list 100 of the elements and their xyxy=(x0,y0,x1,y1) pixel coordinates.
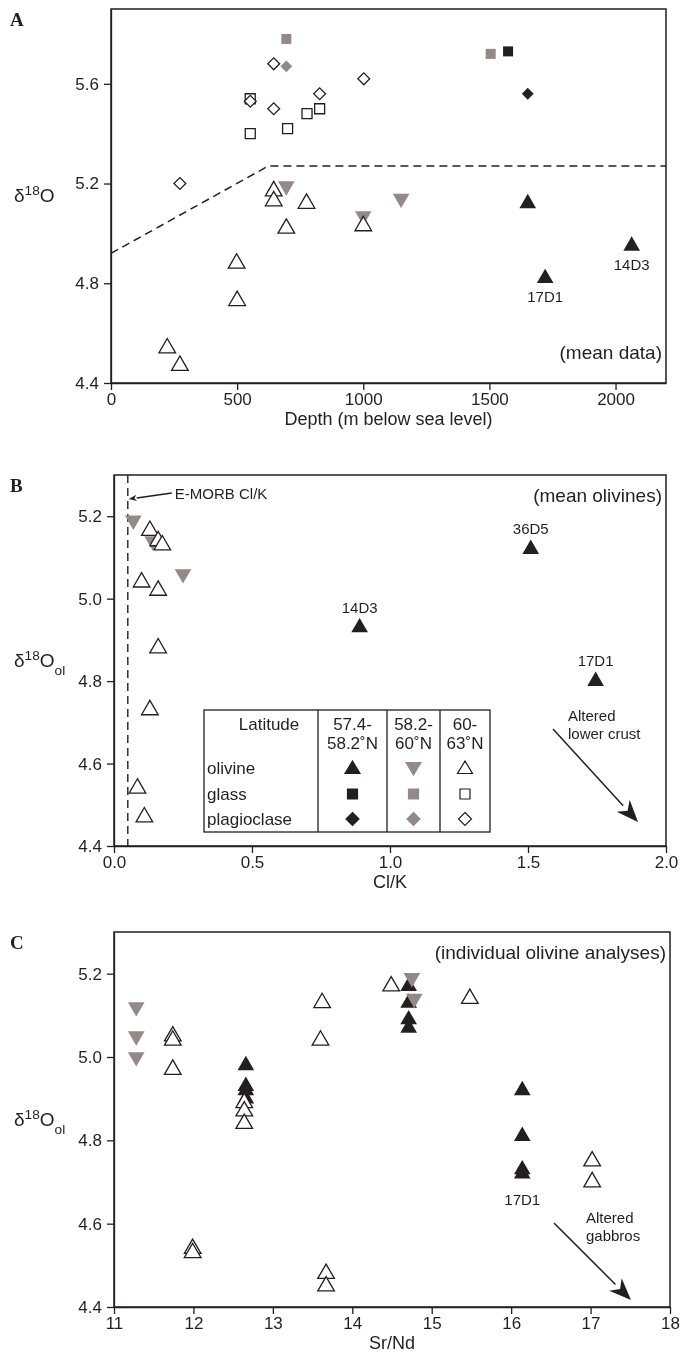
x-tick-label: 12 xyxy=(184,1314,204,1334)
x-tick-label: 17 xyxy=(581,1314,601,1334)
x-tick-label: 1500 xyxy=(471,390,509,410)
point xyxy=(237,1055,255,1071)
point xyxy=(170,355,189,371)
y-tick-label: 4.4 xyxy=(75,373,99,393)
annotation: Altered lower crust xyxy=(568,707,642,742)
y-tick-label: 5.2 xyxy=(78,507,102,527)
point xyxy=(313,992,332,1009)
x-axis-title: Cl/K xyxy=(372,872,408,892)
annotation: glass xyxy=(207,785,247,804)
point xyxy=(153,534,172,551)
point xyxy=(158,337,177,354)
point xyxy=(382,975,401,992)
y-tick-label: 5.2 xyxy=(75,174,99,194)
y-tick-label: 4.6 xyxy=(78,754,102,774)
annotation: 60-63˚N xyxy=(446,715,484,753)
point xyxy=(149,580,168,596)
point xyxy=(235,1100,254,1117)
x-tick-label: 500 xyxy=(223,390,252,410)
chart-title: B xyxy=(10,475,23,496)
point xyxy=(317,1275,336,1292)
y-tick-label: 4.6 xyxy=(78,1214,102,1234)
annotation: 36D5 xyxy=(512,520,549,538)
chart-title: A xyxy=(10,9,24,30)
x-axis-title: Sr/Nd xyxy=(368,1333,416,1353)
x-tick-label: 0 xyxy=(106,390,117,410)
y-tick-label: 4.4 xyxy=(78,1297,102,1317)
point xyxy=(277,218,296,234)
x-tick-label: 0.0 xyxy=(102,853,127,873)
x-tick-label: 2000 xyxy=(597,390,635,410)
point xyxy=(301,108,313,120)
point xyxy=(297,193,316,209)
point xyxy=(503,46,514,57)
x-tick-label: 13 xyxy=(263,1314,283,1334)
point xyxy=(623,236,641,251)
point xyxy=(128,778,147,794)
y-tick-label: 5.2 xyxy=(78,964,102,984)
y-tick-label: 5.0 xyxy=(78,1047,102,1067)
y-axis-title: δ$^{18}$O$_{ol}$ xyxy=(14,1106,66,1136)
point xyxy=(583,1150,602,1167)
x-tick-label: 0.5 xyxy=(240,853,265,873)
y-axis-title: δ$^{18}$O xyxy=(14,182,55,206)
point xyxy=(244,128,256,140)
point xyxy=(513,1126,531,1141)
annotation: plagioclase xyxy=(207,810,293,829)
annotation: Latitude xyxy=(238,715,300,734)
point xyxy=(281,33,292,44)
point xyxy=(132,571,151,588)
point xyxy=(519,193,537,209)
point xyxy=(264,190,283,207)
x-tick-label: 2.0 xyxy=(654,853,679,873)
point xyxy=(280,60,293,73)
x-tick-label: 11 xyxy=(105,1314,124,1334)
x-tick-label: 1.5 xyxy=(516,853,541,873)
point xyxy=(140,520,159,537)
point xyxy=(354,215,373,232)
point xyxy=(183,1242,202,1259)
annotation: (mean olivines) xyxy=(533,485,662,506)
y-tick-label: 4.8 xyxy=(75,274,99,294)
ref-line-label: E-MORB Cl/K xyxy=(174,485,268,502)
point xyxy=(149,637,168,654)
y-tick-label: 5.0 xyxy=(78,589,102,609)
point xyxy=(173,176,187,191)
point xyxy=(267,57,281,71)
point xyxy=(521,87,534,100)
point xyxy=(351,617,368,633)
point xyxy=(267,102,281,116)
annotation: Altered gabbros xyxy=(586,1209,641,1244)
y-tick-label: 4.8 xyxy=(78,1131,102,1151)
point xyxy=(140,699,159,716)
point xyxy=(485,48,496,59)
annotation: olivine xyxy=(207,759,256,778)
x-tick-label: 1.0 xyxy=(378,853,403,873)
x-tick-label: 18 xyxy=(661,1314,680,1334)
point xyxy=(313,103,326,115)
annotation: (mean data) xyxy=(559,342,662,363)
point xyxy=(513,1080,531,1096)
annotation: 17D1 xyxy=(504,1190,541,1208)
point xyxy=(163,1059,182,1075)
point xyxy=(313,87,327,101)
annotation: 17D1 xyxy=(577,652,614,670)
x-axis-title: Depth (m below sea level) xyxy=(284,409,493,429)
annotation: 58.2-60˚N xyxy=(394,715,433,753)
y-tick-label: 5.6 xyxy=(75,74,99,94)
x-tick-label: 14 xyxy=(343,1314,363,1334)
point xyxy=(311,1030,330,1046)
point xyxy=(235,1113,254,1130)
annotation: 14D3 xyxy=(613,255,650,273)
point xyxy=(460,988,479,1005)
x-tick-label: 1000 xyxy=(344,390,383,410)
point xyxy=(317,1263,336,1280)
annotation: 57.4-58.2˚N xyxy=(326,715,379,753)
x-tick-label: 15 xyxy=(422,1314,442,1334)
y-tick-label: 4.8 xyxy=(78,672,102,692)
point xyxy=(536,268,554,284)
x-tick-label: 16 xyxy=(502,1314,522,1334)
point xyxy=(522,539,540,555)
point xyxy=(357,72,371,86)
point xyxy=(587,671,604,686)
